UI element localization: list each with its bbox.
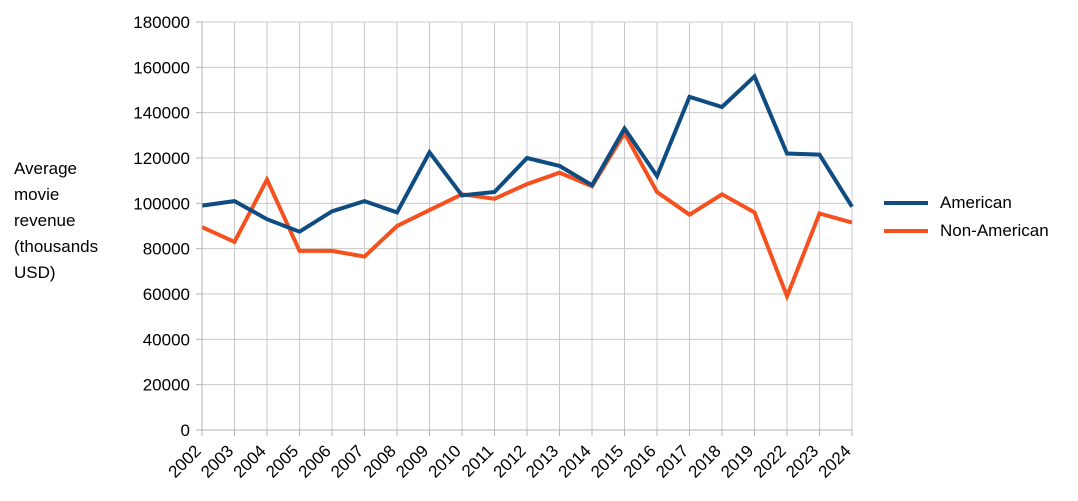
y-axis-label-line-2: movie: [14, 185, 59, 204]
y-tick-label: 180000: [133, 13, 190, 32]
y-axis-label: Average movie revenue (thousands USD): [14, 159, 98, 282]
x-tick-label: 2008: [360, 441, 400, 481]
y-tick-label: 80000: [143, 240, 190, 259]
y-axis-label-line-4: (thousands: [14, 237, 98, 256]
x-tick-label: 2022: [750, 441, 790, 481]
y-tick-label: 160000: [133, 58, 190, 77]
x-tick-label: 2012: [490, 441, 530, 481]
x-tick-label: 2017: [652, 441, 692, 481]
x-tick-label: 2010: [425, 441, 465, 481]
x-tick-label: 2007: [327, 441, 367, 481]
x-tick-label: 2016: [620, 441, 660, 481]
x-tick-label: 2005: [262, 441, 302, 481]
y-tick-label: 140000: [133, 104, 190, 123]
y-tick-label: 60000: [143, 285, 190, 304]
series-line-non-american: [201, 129, 853, 302]
y-axis-label-line-3: revenue: [14, 211, 75, 230]
y-tick-label: 40000: [143, 330, 190, 349]
x-tick-label: 2014: [555, 441, 595, 481]
x-tick-label: 2003: [197, 441, 237, 481]
y-tick-labels: 0 20000 40000 60000 80000 100000 120000 140000 1…: [133, 13, 190, 440]
y-tick-label: 100000: [133, 194, 190, 213]
x-tick-label: 2011: [458, 441, 497, 480]
x-tick-label: 2013: [522, 441, 562, 481]
legend-label-american: American: [940, 193, 1012, 212]
legend: American Non-American: [884, 193, 1049, 240]
y-tick-label: 20000: [143, 376, 190, 395]
x-tick-label: 2019: [717, 441, 757, 481]
x-tick-label: 2009: [392, 441, 432, 481]
series-lines: [201, 72, 854, 302]
series-line-american: [201, 72, 854, 234]
axes: [196, 21, 853, 436]
legend-label-non-american: Non-American: [940, 221, 1049, 240]
x-tick-label: 2018: [685, 441, 725, 481]
x-tick-label: 2023: [782, 441, 822, 481]
y-tick-label: 0: [181, 421, 190, 440]
x-tick-label: 2002: [165, 441, 205, 481]
y-axis-label-line-1: Average: [14, 159, 77, 178]
x-tick-label: 2024: [815, 441, 855, 481]
y-axis-label-line-5: USD): [14, 263, 56, 282]
y-tick-label: 120000: [133, 149, 190, 168]
x-tick-label: 2004: [230, 441, 270, 481]
x-tick-labels: 2002200320042005200620072008200920102011…: [165, 441, 855, 481]
x-tick-label: 2015: [587, 441, 627, 481]
grid-lines: [201, 21, 853, 430]
x-tick-label: 2006: [295, 441, 335, 481]
